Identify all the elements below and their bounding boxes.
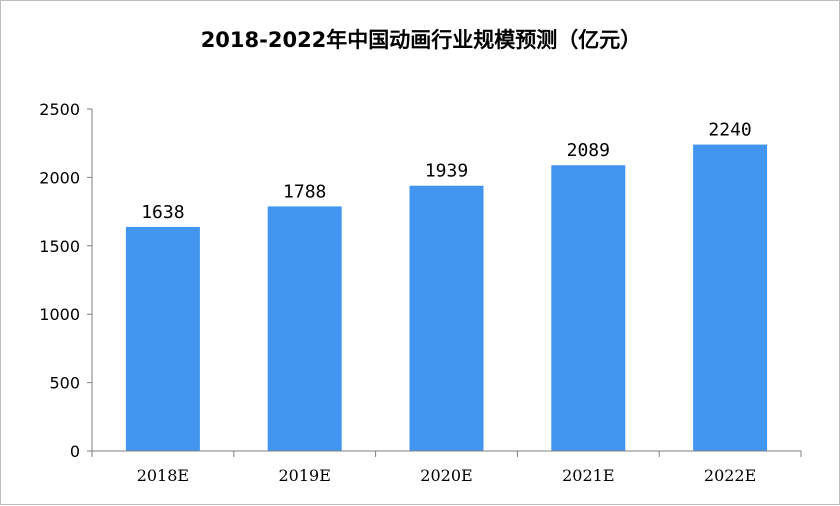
bar-2022E <box>693 144 768 451</box>
x-tick-label: 2022E <box>704 466 756 485</box>
bar-2019E <box>267 206 342 451</box>
data-label: 2089 <box>567 140 610 161</box>
bars-group: 1638 1788 1939 2089 2240 <box>125 120 768 451</box>
x-tick-label: 2018E <box>137 466 189 485</box>
y-tick-label: 2500 <box>39 100 80 119</box>
x-tick-label: 2021E <box>562 466 614 485</box>
bar-2018E <box>125 226 200 451</box>
x-tick-label: 2020E <box>420 466 472 485</box>
data-label: 1788 <box>283 181 326 202</box>
x-tick-label: 2019E <box>278 466 330 485</box>
y-tick-label: 500 <box>49 374 80 393</box>
data-label: 1638 <box>141 202 184 223</box>
data-label: 1939 <box>425 161 468 182</box>
x-axis: 2018E 2019E 2020E 2021E 2022E <box>91 450 802 485</box>
y-tick-label: 1500 <box>39 237 80 256</box>
chart-title: 2018-2022年中国动画行业规模预测（亿元） <box>201 28 642 52</box>
y-tick-label: 2000 <box>39 168 80 187</box>
y-tick-label: 1000 <box>39 305 80 324</box>
y-tick-label: 0 <box>70 442 80 461</box>
bar-2020E <box>409 185 484 451</box>
data-label: 2240 <box>708 120 751 141</box>
y-axis: 0 500 1000 1500 2000 2500 <box>39 100 93 461</box>
bar-2021E <box>551 165 626 451</box>
